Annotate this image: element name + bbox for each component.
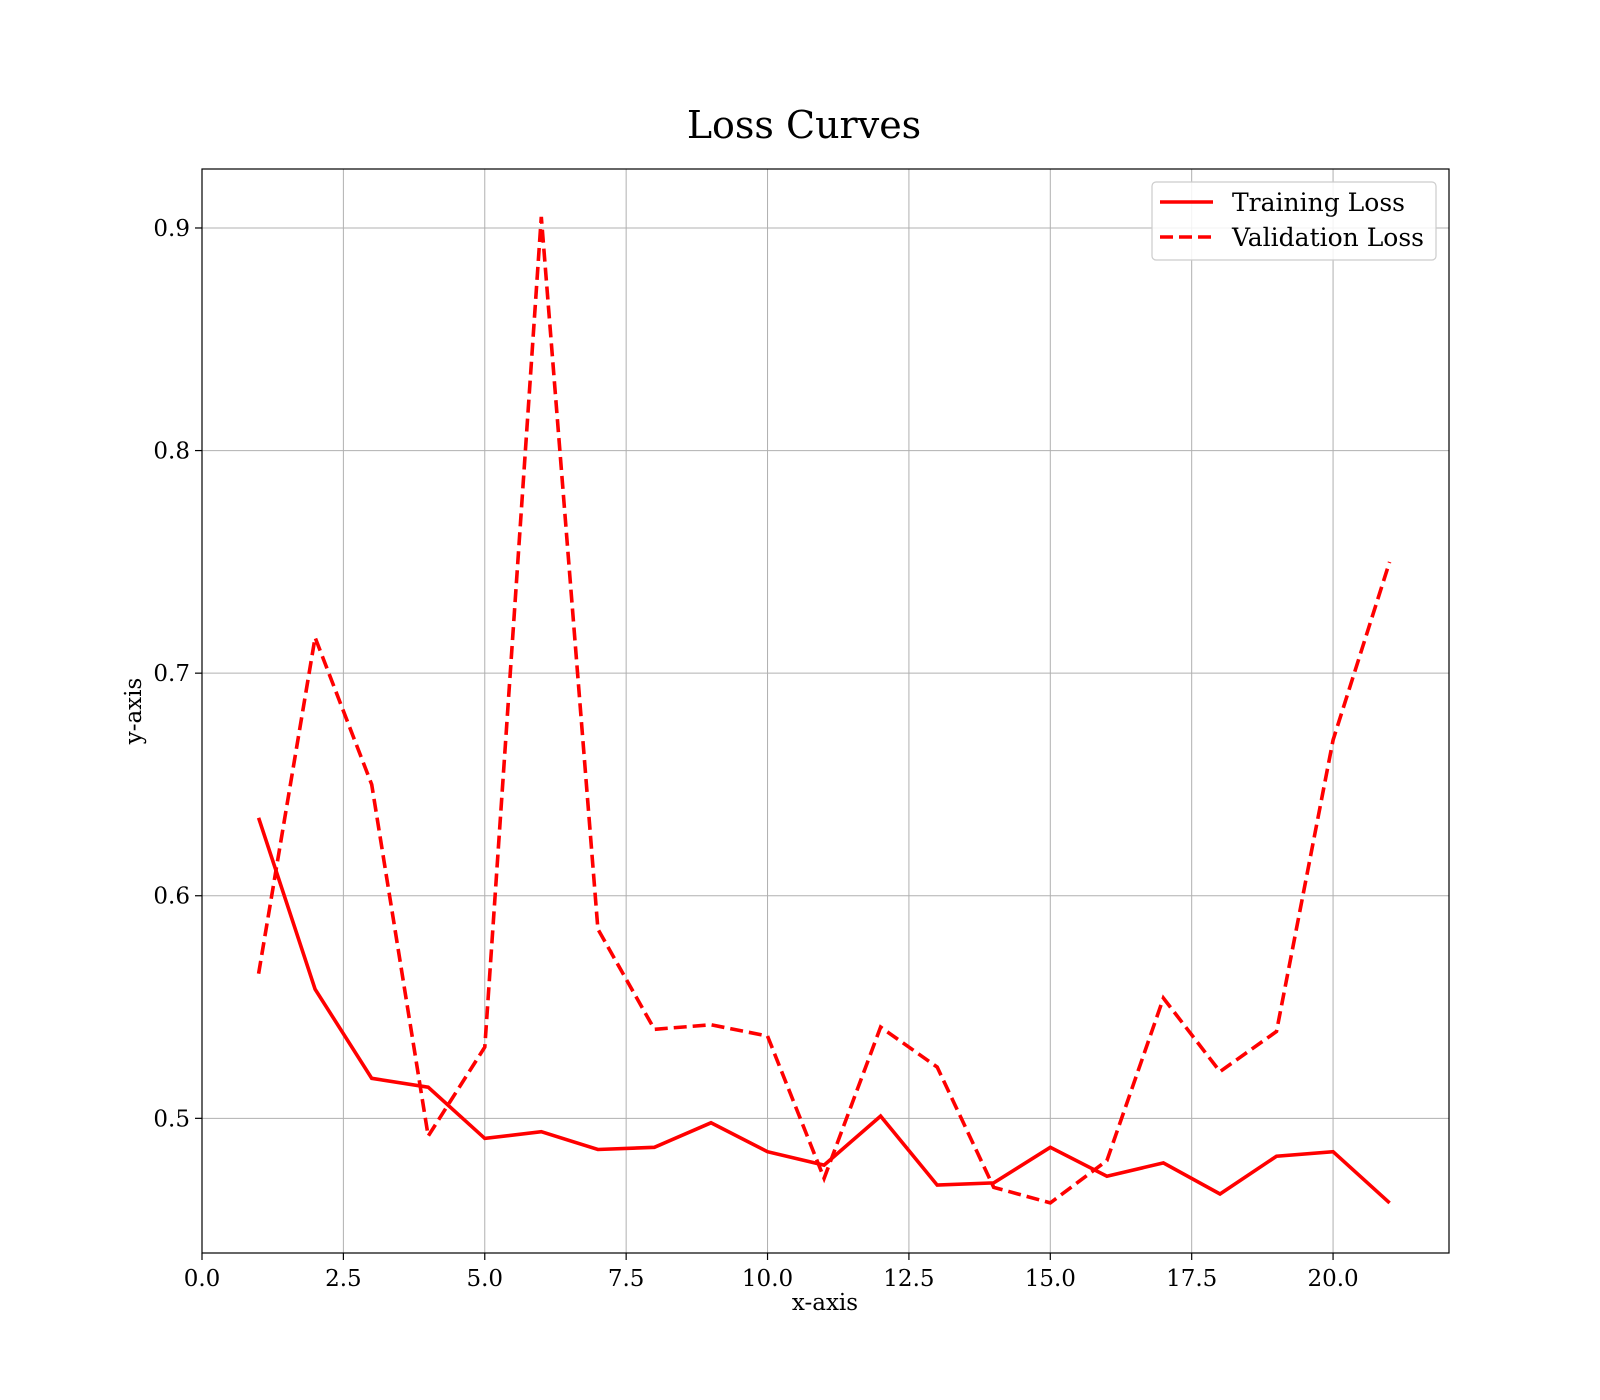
x-tick-label: 20.0	[1307, 1266, 1358, 1292]
y-tick-label: 0.9	[153, 216, 190, 242]
x-tick-label: 10.0	[742, 1266, 793, 1292]
chart-title: Loss Curves	[687, 103, 921, 147]
y-axis-label: y-axis	[121, 678, 147, 746]
legend-label-training: Training Loss	[1232, 188, 1405, 217]
x-tick-label: 7.5	[608, 1266, 645, 1292]
series-layer	[256, 216, 1392, 1205]
x-tick-label: 12.5	[883, 1266, 934, 1292]
x-tick-label: 5.0	[466, 1266, 503, 1292]
plot-area-frame	[201, 168, 1450, 1254]
y-tick-label: 0.5	[153, 1106, 190, 1132]
x-tick-label: 15.0	[1025, 1266, 1076, 1292]
x-axis-label: x-axis	[792, 1290, 858, 1316]
series-line-training-loss	[256, 817, 1391, 1205]
legend-label-validation: Validation Loss	[1231, 223, 1424, 252]
y-tick-label: 0.6	[153, 884, 190, 910]
x-tick-label: 2.5	[325, 1266, 362, 1292]
legend: Training Loss Validation Loss	[1151, 181, 1437, 261]
series-line-validation-loss	[256, 216, 1392, 1205]
y-axis-ticks: 0.5 0.6 0.7 0.8 0.9	[153, 216, 202, 1132]
x-axis-ticks: 0.0 2.5 5.0 7.5 10.0 12.5 15.0 17.5 20.0	[184, 1253, 1359, 1292]
legend-box	[1151, 181, 1437, 261]
x-tick-label: 0.0	[184, 1266, 221, 1292]
y-tick-label: 0.7	[153, 661, 190, 687]
grid	[201, 169, 1449, 1253]
y-tick-label: 0.8	[153, 439, 190, 465]
x-tick-label: 17.5	[1166, 1266, 1217, 1292]
